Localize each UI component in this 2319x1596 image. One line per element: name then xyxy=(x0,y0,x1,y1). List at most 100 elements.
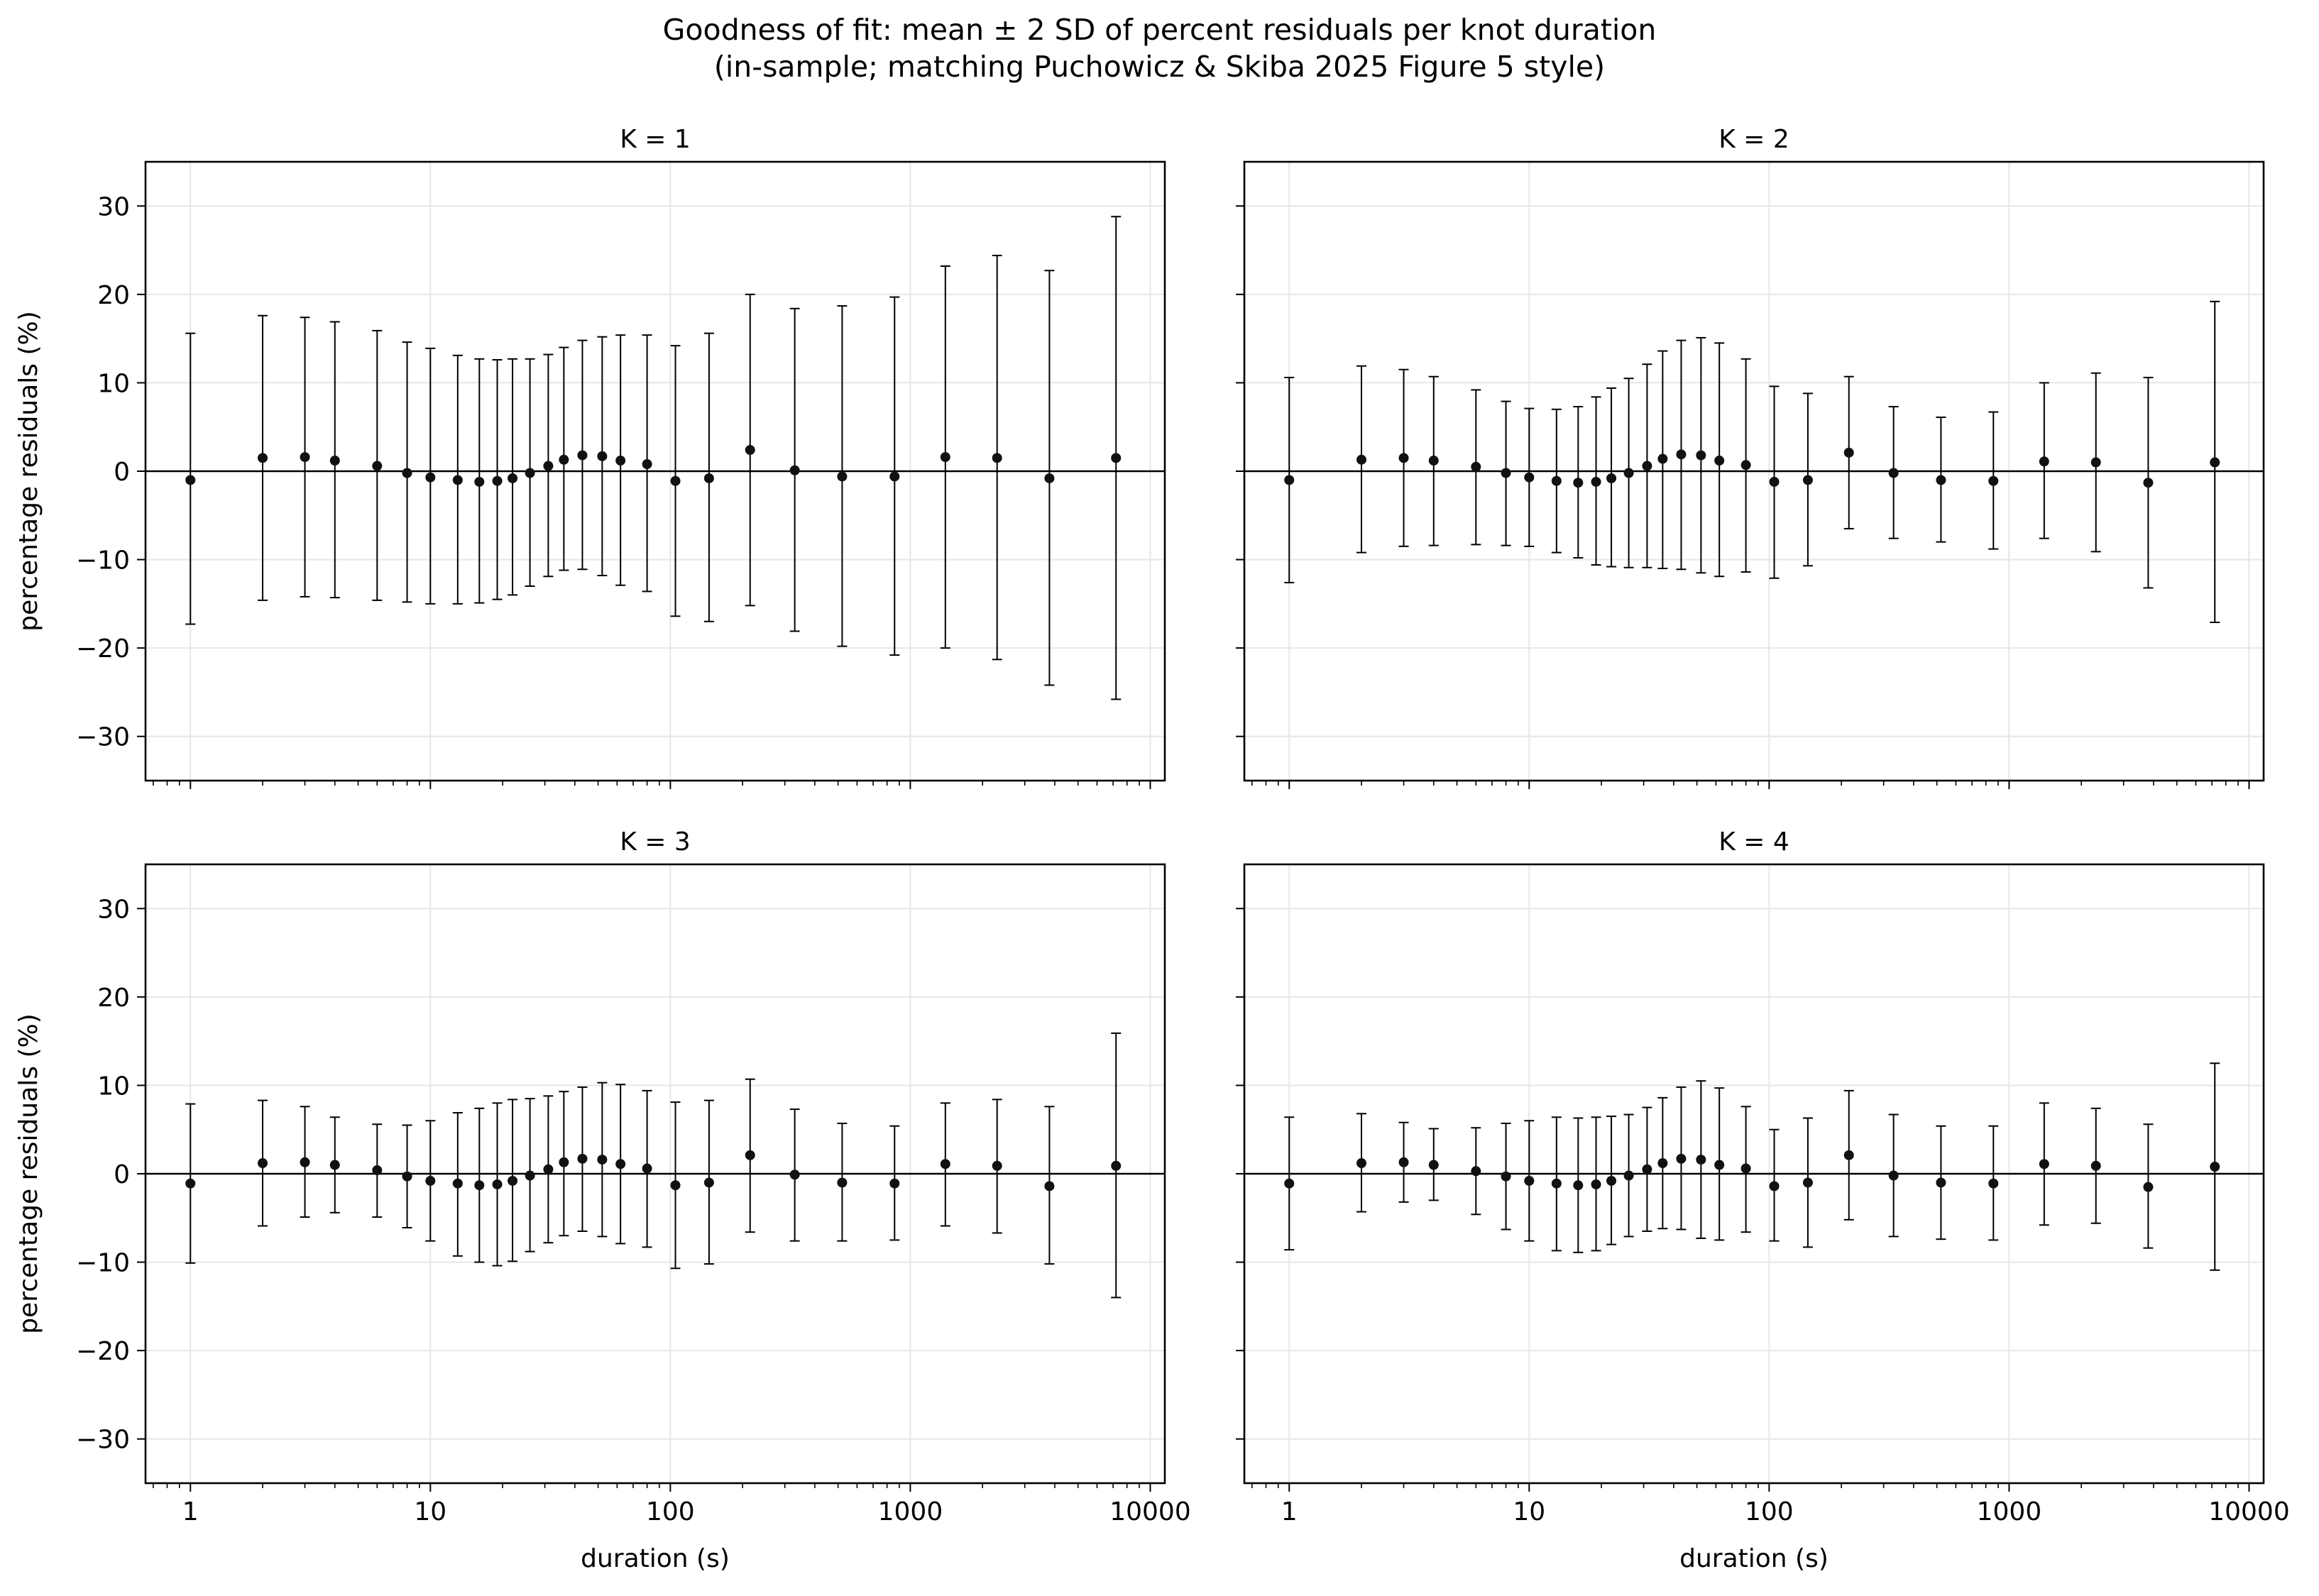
mean-point xyxy=(703,1177,714,1188)
y-tick-label: 30 xyxy=(97,895,130,924)
y-tick-label: 10 xyxy=(97,369,130,398)
figure-title-line-1: Goodness of fit: mean ± 2 SD of percent … xyxy=(662,13,1657,47)
mean-point xyxy=(1284,1178,1295,1189)
mean-point xyxy=(1044,473,1055,483)
panel-1: −30 −20 −10 0 10 20 30 K = 1 percentage residual… xyxy=(14,125,1166,789)
mean-point xyxy=(372,1165,383,1176)
mean-point xyxy=(940,1159,950,1170)
x-tick-label: 100 xyxy=(1745,1497,1794,1526)
mean-point xyxy=(1551,1178,1562,1189)
mean-point xyxy=(745,1150,755,1160)
mean-point xyxy=(1714,1160,1725,1170)
mean-point xyxy=(2210,457,2220,468)
mean-point xyxy=(1802,475,1813,485)
y-tick-label: −30 xyxy=(76,723,130,752)
mean-point xyxy=(642,459,652,470)
mean-point xyxy=(425,472,436,483)
panel-4: 1 10 100 1000 10000 K = 4 duration (s) xyxy=(1236,827,2290,1573)
mean-point xyxy=(1501,468,1511,478)
mean-point xyxy=(837,1177,848,1188)
mean-point xyxy=(992,1160,1002,1171)
mean-point xyxy=(329,456,340,466)
mean-point xyxy=(1696,450,1706,461)
mean-point xyxy=(1551,475,1562,486)
mean-point xyxy=(1888,468,1899,478)
figure-title: Goodness of fit: mean ± 2 SD of percent … xyxy=(0,11,2319,85)
mean-point xyxy=(1696,1155,1706,1165)
mean-point xyxy=(1988,475,1999,486)
figure-title-line-2: (in-sample; matching Puchowicz & Skiba 2… xyxy=(713,50,1606,84)
mean-point xyxy=(889,1178,900,1189)
y-tick-label: −20 xyxy=(76,1337,130,1366)
mean-point xyxy=(1284,475,1295,485)
y-tick-label: −20 xyxy=(76,634,130,664)
mean-point xyxy=(1398,1157,1409,1167)
mean-point xyxy=(940,452,950,463)
mean-point xyxy=(425,1175,436,1186)
mean-point xyxy=(703,473,714,483)
y-tick-label: 30 xyxy=(97,192,130,221)
mean-point xyxy=(329,1160,340,1170)
mean-point xyxy=(372,461,383,471)
mean-point xyxy=(1769,476,1780,487)
mean-point xyxy=(508,1175,518,1186)
y-tick-label: 0 xyxy=(114,458,130,487)
x-tick-label: 1000 xyxy=(878,1497,943,1526)
mean-point xyxy=(525,1170,535,1181)
mean-point xyxy=(1356,454,1367,465)
mean-point xyxy=(1936,475,1946,485)
mean-point xyxy=(2090,457,2101,468)
mean-point xyxy=(1606,473,1617,483)
panel-title: K = 4 xyxy=(1718,827,1789,857)
mean-point xyxy=(597,451,608,461)
mean-point xyxy=(1642,1164,1652,1174)
y-tick-label: −10 xyxy=(76,1249,130,1278)
y-tick-label: −30 xyxy=(76,1426,130,1455)
y-axis-label: percentage residuals (%) xyxy=(14,311,43,632)
mean-point xyxy=(1356,1158,1367,1169)
mean-point xyxy=(559,1157,569,1167)
mean-point xyxy=(1802,1177,1813,1188)
mean-point xyxy=(258,453,268,463)
mean-point xyxy=(2143,1182,2154,1192)
mean-point xyxy=(402,468,412,478)
mean-point xyxy=(258,1158,268,1169)
mean-point xyxy=(1524,472,1535,483)
mean-point xyxy=(1676,449,1687,460)
mean-point xyxy=(1428,456,1439,466)
mean-point xyxy=(1111,453,1122,463)
mean-point xyxy=(1843,1150,1854,1160)
mean-point xyxy=(559,454,569,465)
mean-point xyxy=(789,465,800,475)
mean-point xyxy=(300,452,310,463)
mean-point xyxy=(1044,1181,1055,1192)
mean-point xyxy=(1606,1175,1617,1186)
mean-point xyxy=(508,473,518,483)
mean-point xyxy=(837,471,848,482)
mean-point xyxy=(402,1171,412,1182)
mean-point xyxy=(300,1157,310,1167)
x-tick-label: 10 xyxy=(1513,1497,1545,1526)
y-tick-label: 0 xyxy=(114,1160,130,1189)
mean-point xyxy=(1740,460,1751,470)
x-tick-label: 1000 xyxy=(1977,1497,2042,1526)
mean-point xyxy=(1642,461,1652,471)
mean-point xyxy=(492,475,503,486)
mean-point xyxy=(2039,456,2049,467)
mean-point xyxy=(1573,478,1584,488)
mean-point xyxy=(2143,478,2154,488)
mean-point xyxy=(1573,1180,1584,1191)
y-tick-label: 20 xyxy=(97,984,130,1013)
mean-point xyxy=(2210,1162,2220,1172)
mean-point xyxy=(492,1179,503,1189)
mean-point xyxy=(642,1163,652,1174)
mean-point xyxy=(1676,1153,1687,1164)
mean-point xyxy=(1591,1179,1601,1189)
mean-point xyxy=(1471,461,1481,472)
mean-point xyxy=(1988,1178,1999,1189)
mean-point xyxy=(1657,1158,1668,1169)
mean-point xyxy=(789,1170,800,1180)
mean-point xyxy=(1428,1160,1439,1170)
mean-point xyxy=(1471,1166,1481,1177)
